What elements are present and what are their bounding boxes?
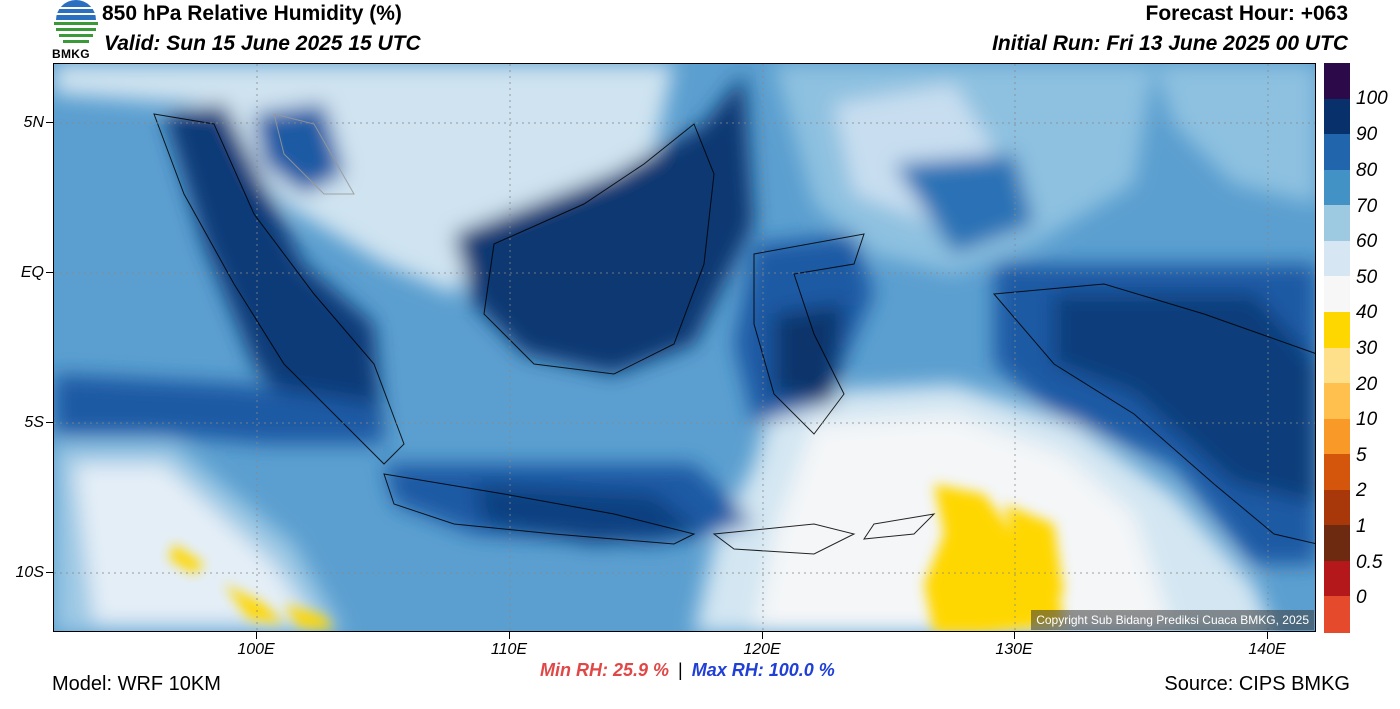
colorbar [1324, 63, 1350, 633]
colorbar-segment [1324, 489, 1350, 526]
lon-tick [1267, 632, 1268, 639]
colorbar-label: 1 [1356, 516, 1367, 537]
colorbar-segment [1324, 454, 1350, 491]
colorbar-label: 90 [1356, 124, 1378, 145]
lon-tick [256, 632, 257, 639]
bmkg-logo: BMKG [50, 0, 102, 62]
min-rh: Min RH: 25.9 % [540, 660, 670, 680]
colorbar-label: 100 [1356, 88, 1388, 109]
chart-title: 850 hPa Relative Humidity (%) [102, 2, 402, 25]
colorbar-segment [1324, 169, 1350, 206]
colorbar-label: 10 [1356, 409, 1378, 430]
colorbar-segment [1324, 596, 1350, 633]
model-name: Model: WRF 10KM [52, 673, 221, 695]
colorbar-segment [1324, 418, 1350, 455]
lat-tick [46, 422, 53, 423]
colorbar-label: 30 [1356, 338, 1378, 359]
rh-separator: | [678, 660, 683, 680]
lat-label-eq: EQ [20, 264, 44, 281]
valid-time: Valid: Sun 15 June 2025 15 UTC [104, 32, 421, 55]
initial-run: Initial Run: Fri 13 June 2025 00 UTC [992, 32, 1348, 55]
colorbar-segment [1324, 347, 1350, 384]
lon-label-110e: 110E [490, 641, 528, 658]
colorbar-segment [1324, 134, 1350, 171]
lon-tick [762, 632, 763, 639]
colorbar-label: 60 [1356, 231, 1378, 252]
lat-label-5s: 5S [24, 414, 44, 431]
logo-text: BMKG [52, 47, 90, 61]
copyright-note: Copyright Sub Bidang Prediksi Cuaca BMKG… [1031, 610, 1314, 630]
colorbar-segment [1324, 63, 1350, 100]
colorbar-segment [1324, 560, 1350, 597]
humidity-map [53, 63, 1316, 632]
colorbar-label: 2 [1356, 480, 1367, 501]
colorbar-segment [1324, 311, 1350, 348]
colorbar-label: 80 [1356, 160, 1378, 181]
lon-tick [1014, 632, 1015, 639]
lat-tick [46, 572, 53, 573]
humidity-map-canvas [54, 64, 1315, 631]
lat-tick [46, 122, 53, 123]
colorbar-segment [1324, 525, 1350, 562]
max-rh: Max RH: 100.0 % [691, 660, 835, 680]
forecast-hour: Forecast Hour: +063 [1145, 2, 1349, 25]
coastlines [153, 113, 1315, 555]
data-source: Source: CIPS BMKG [1164, 673, 1350, 695]
lat-tick [46, 272, 53, 273]
dry-pockets [169, 484, 1064, 631]
lon-tick [509, 632, 510, 639]
lat-label-10s: 10S [15, 564, 44, 581]
bmkg-logo-icon [54, 0, 98, 43]
gridlines [54, 64, 1315, 631]
humidity-field [54, 64, 1315, 631]
colorbar-segment [1324, 205, 1350, 242]
lon-label-130e: 130E [995, 641, 1033, 658]
colorbar-segment [1324, 240, 1350, 277]
lon-label-120e: 120E [743, 641, 781, 658]
colorbar-label: 50 [1356, 267, 1378, 288]
colorbar-label: 5 [1356, 445, 1367, 466]
colorbar-label: 40 [1356, 302, 1378, 323]
lat-label-5n: 5N [23, 114, 44, 131]
colorbar-label: 70 [1356, 196, 1378, 217]
colorbar-segment [1324, 276, 1350, 313]
colorbar-label: 0 [1356, 587, 1367, 608]
colorbar-label: 0.5 [1356, 552, 1383, 573]
lon-label-140e: 140E [1248, 641, 1286, 658]
colorbar-segment [1324, 383, 1350, 420]
rh-range: Min RH: 25.9 % | Max RH: 100.0 % [540, 660, 835, 681]
lon-label-100e: 100E [237, 641, 275, 658]
colorbar-label: 20 [1356, 374, 1378, 395]
colorbar-segment [1324, 98, 1350, 135]
